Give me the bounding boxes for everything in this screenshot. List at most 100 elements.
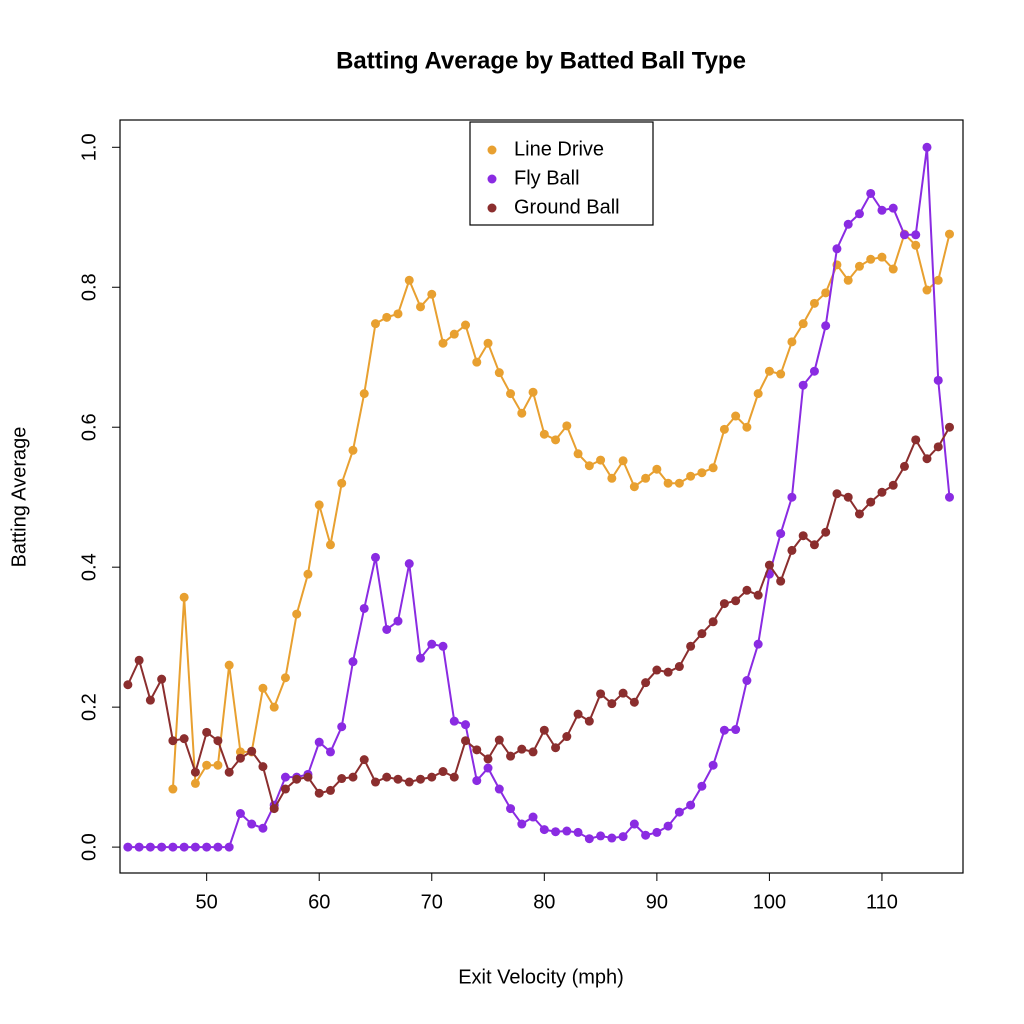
data-point <box>731 411 741 421</box>
legend-marker <box>487 145 497 155</box>
data-point <box>776 576 786 586</box>
data-point <box>292 609 302 619</box>
data-point <box>280 673 290 683</box>
x-tick-label: 100 <box>753 891 786 913</box>
data-point <box>370 777 380 787</box>
data-point <box>697 781 707 791</box>
data-point <box>809 540 819 550</box>
data-point <box>551 435 561 445</box>
data-point <box>933 375 943 385</box>
data-point <box>596 831 606 841</box>
data-point <box>809 366 819 376</box>
data-point <box>179 592 189 602</box>
data-point <box>641 830 651 840</box>
data-point <box>719 599 729 609</box>
data-point <box>202 760 212 770</box>
data-point <box>427 289 437 299</box>
data-point <box>359 389 369 399</box>
data-point <box>370 552 380 562</box>
data-point <box>179 734 189 744</box>
series-line <box>171 232 951 790</box>
data-point <box>607 699 617 709</box>
data-point <box>224 767 234 777</box>
data-point <box>337 722 347 732</box>
data-point <box>933 442 943 452</box>
data-point <box>123 680 133 690</box>
data-point <box>809 298 819 308</box>
data-point <box>190 778 200 788</box>
data-point <box>461 720 471 730</box>
data-point <box>629 819 639 829</box>
data-point <box>280 784 290 794</box>
data-point <box>652 665 662 675</box>
data-point <box>787 337 797 347</box>
data-point <box>944 492 954 502</box>
data-point <box>697 468 707 478</box>
data-point <box>742 422 752 432</box>
data-point <box>798 531 808 541</box>
data-point <box>449 716 459 726</box>
data-point <box>596 689 606 699</box>
legend-label: Fly Ball <box>514 167 580 189</box>
data-point <box>618 456 628 466</box>
data-point <box>157 842 167 852</box>
y-tick-label: 0.4 <box>78 553 100 581</box>
data-point <box>280 772 290 782</box>
data-point <box>517 819 527 829</box>
data-point <box>911 230 921 240</box>
data-point <box>584 461 594 471</box>
data-point <box>877 252 887 262</box>
data-point <box>618 688 628 698</box>
data-point <box>168 736 178 746</box>
data-point <box>573 449 583 459</box>
data-point <box>922 454 932 464</box>
data-point <box>269 804 279 814</box>
data-point <box>877 205 887 215</box>
data-point <box>731 596 741 606</box>
data-point <box>235 753 245 763</box>
data-point <box>922 285 932 295</box>
data-point <box>674 478 684 488</box>
y-tick-label: 0.8 <box>78 273 100 301</box>
data-point <box>573 709 583 719</box>
legend-box <box>469 121 654 226</box>
data-point <box>483 338 493 348</box>
data-point <box>922 142 932 152</box>
data-point <box>888 480 898 490</box>
data-point <box>562 732 572 742</box>
data-point <box>832 489 842 499</box>
data-point <box>663 821 673 831</box>
data-point <box>168 784 178 794</box>
data-point <box>303 569 313 579</box>
data-point <box>866 254 876 264</box>
data-point <box>483 763 493 773</box>
data-point <box>686 471 696 481</box>
data-point <box>584 716 594 726</box>
data-point <box>731 725 741 735</box>
data-point <box>888 264 898 274</box>
legend-label: Ground Ball <box>514 196 620 218</box>
data-point <box>258 762 268 772</box>
data-point <box>213 842 223 852</box>
data-point <box>416 774 426 784</box>
data-point <box>888 203 898 213</box>
data-point <box>235 747 245 757</box>
data-point <box>641 473 651 483</box>
data-point <box>843 275 853 285</box>
data-point <box>776 369 786 379</box>
data-point <box>506 804 516 814</box>
data-point <box>764 560 774 570</box>
data-point <box>483 754 493 764</box>
data-point <box>866 497 876 507</box>
data-point <box>382 772 392 782</box>
x-tick-label: 50 <box>196 891 218 913</box>
legend-marker <box>487 203 497 213</box>
legend: Line Drive Fly Ball Ground Ball <box>469 121 654 226</box>
data-point <box>944 422 954 432</box>
data-point <box>539 725 549 735</box>
data-point <box>393 616 403 626</box>
data-point <box>708 760 718 770</box>
data-point <box>359 755 369 765</box>
data-point <box>719 424 729 434</box>
